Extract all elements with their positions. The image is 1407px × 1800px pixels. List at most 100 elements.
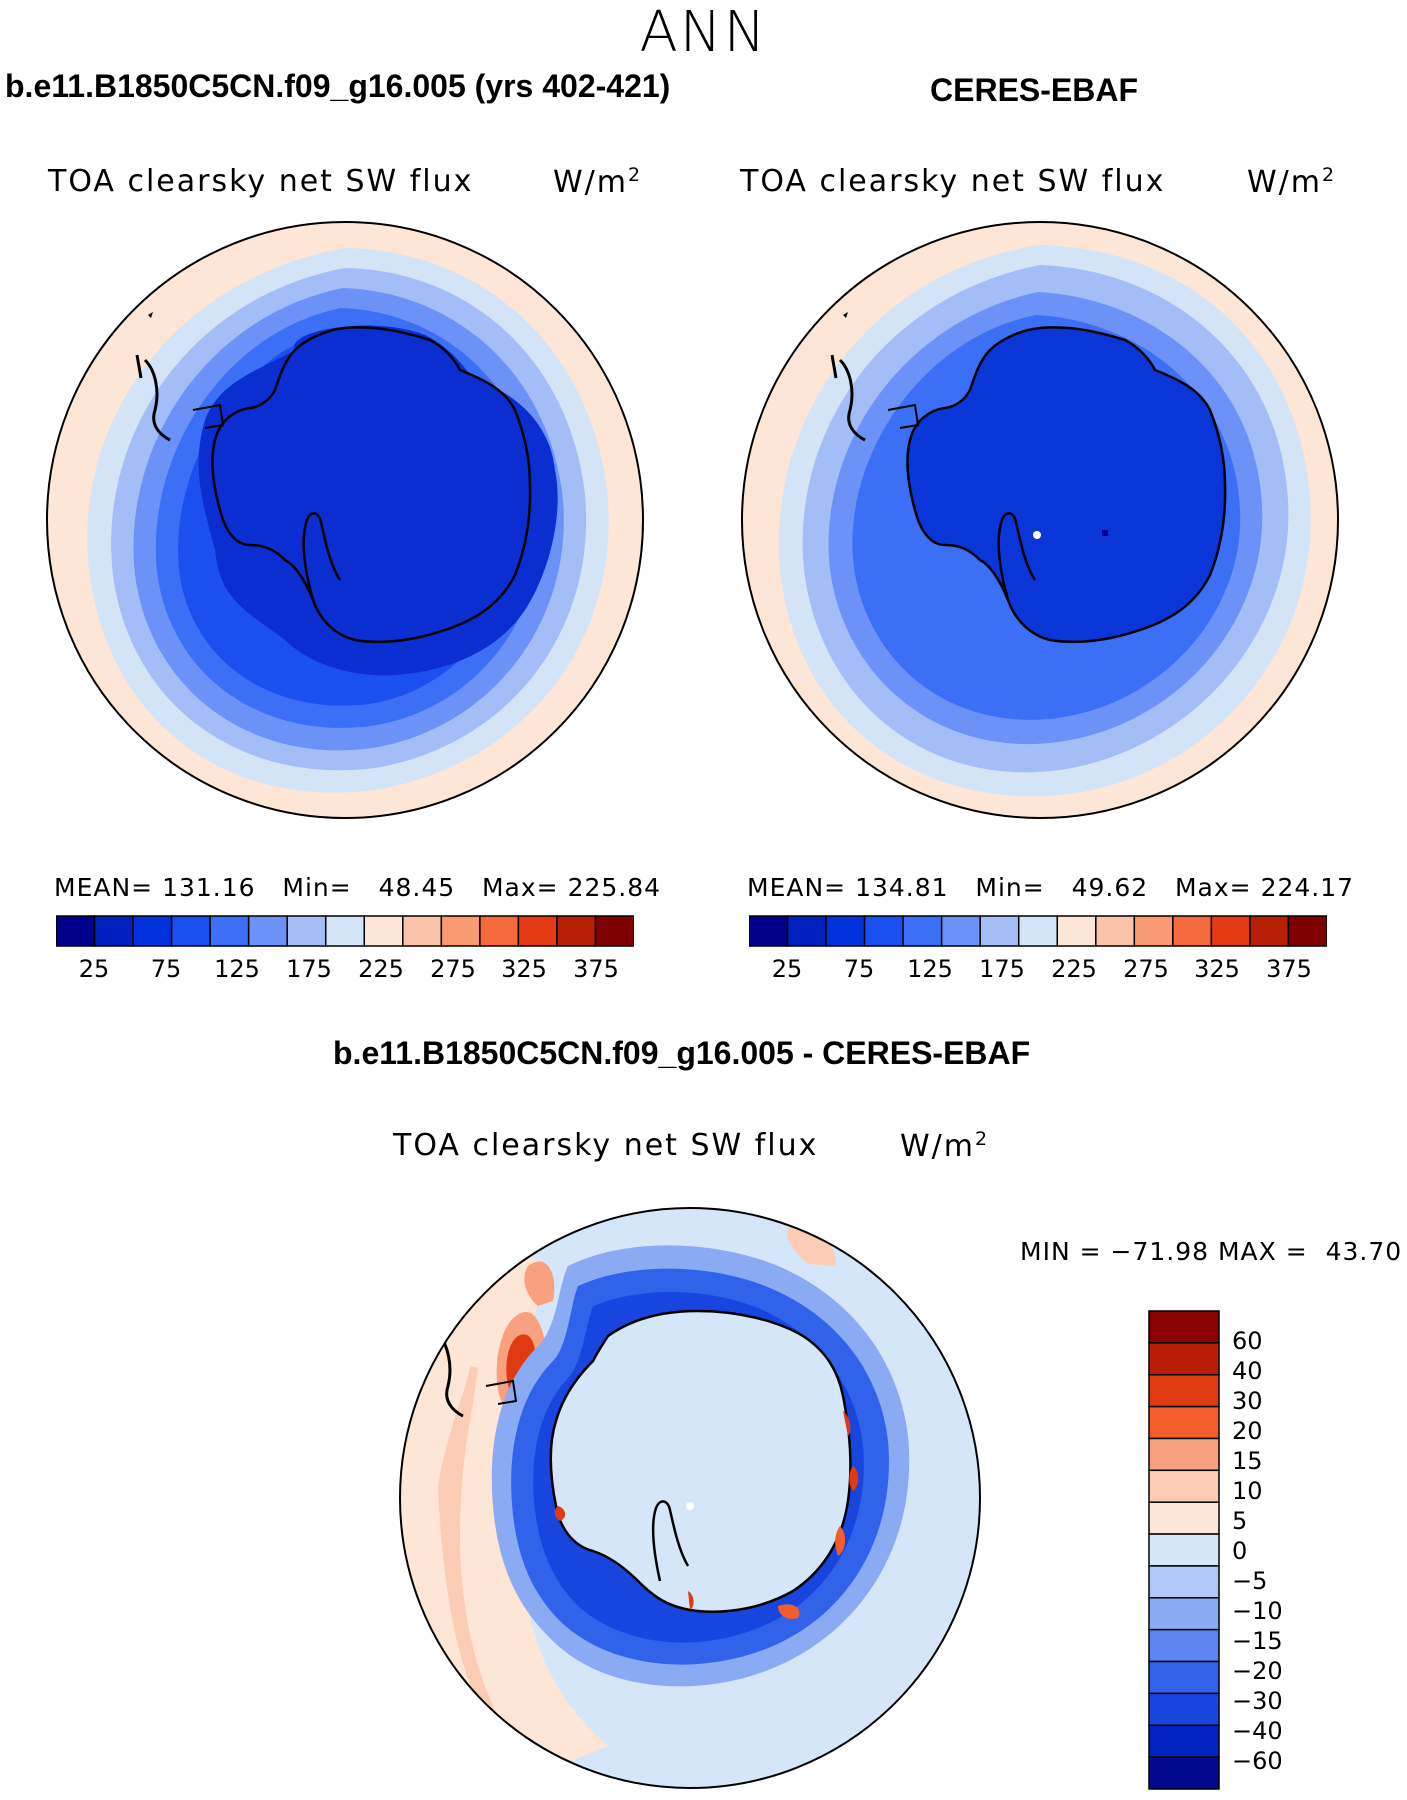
right-mean-value: 134.81 [855,873,949,902]
diff-cb-tick: 20 [1232,1417,1263,1445]
right-plot-title: TOA clearsky net SW flux [740,164,1166,199]
diff-cb-tick: 10 [1232,1477,1263,1505]
diff-cb-tick: −15 [1232,1627,1283,1655]
right-polar-map [741,221,1339,819]
right-cb-tick: 75 [843,955,875,983]
diff-colorbar-swatch [1148,1724,1220,1758]
left-units: W/m2 [553,164,643,200]
right-cb-tick: 125 [907,955,953,983]
left-cb-tick: 325 [501,955,547,983]
diff-units: W/m2 [900,1128,990,1164]
colorbar-swatch [56,915,96,947]
left-cb-tick: 75 [150,955,182,983]
left-colorbar-ticks: 25 75 125 175 225 275 325 375 [56,955,634,985]
left-polar-map [46,221,644,819]
season-title: ANN [639,0,768,65]
colorbar-swatch [440,915,481,947]
right-units: W/m2 [1247,164,1337,200]
diff-cb-tick: −40 [1232,1717,1283,1745]
diff-colorbar-swatch [1148,1660,1220,1695]
colorbar-swatch [93,915,134,947]
colorbar-swatch [786,915,827,947]
colorbar-swatch [902,915,943,947]
colorbar-swatch [940,915,981,947]
left-colorbar [56,915,634,947]
left-mean-value: 131.16 [162,873,256,902]
diff-cb-tick: −5 [1232,1567,1268,1595]
diff-colorbar-swatch [1148,1756,1220,1790]
diff-cb-tick: −10 [1232,1597,1283,1625]
model-case-header: b.e11.B1850C5CN.f09_g16.005 (yrs 402-421… [5,68,671,104]
colorbar-swatch [1287,915,1327,947]
diff-cb-tick: −30 [1232,1687,1283,1715]
right-stats: MEAN= 134.81 Min= 49.62 Max= 224.17 [747,873,1355,902]
colorbar-swatch [1095,915,1136,947]
colorbar-swatch [1017,915,1059,947]
right-max-value: 224.17 [1260,873,1355,902]
colorbar-swatch [979,915,1020,947]
colorbar-swatch [479,915,520,947]
diff-colorbar-swatch [1148,1533,1220,1567]
colorbar-swatch [1056,915,1097,947]
diff-colorbar-swatch [1148,1628,1220,1663]
left-max-value: 225.84 [567,873,662,902]
diff-cb-tick: 60 [1232,1327,1263,1355]
diff-colorbar-swatch [1148,1373,1220,1408]
colorbar-swatch [1210,915,1251,947]
right-colorbar [749,915,1327,947]
left-stats: MEAN= 131.16 Min= 48.45 Max= 225.84 [54,873,662,902]
diff-min-max: MIN = −71.98 MAX = 43.70 [1020,1237,1403,1266]
colorbar-swatch [324,915,366,947]
right-cb-tick: 175 [979,955,1025,983]
colorbar-swatch [1133,915,1174,947]
diff-colorbar-swatch [1148,1692,1220,1727]
left-cb-tick: 225 [358,955,404,983]
left-cb-tick: 375 [573,955,619,983]
difference-polar-map [399,1207,981,1789]
diff-cb-tick: −60 [1232,1747,1283,1775]
colorbar-swatch [286,915,327,947]
left-min-value: 48.45 [378,873,456,902]
diff-plot-title: TOA clearsky net SW flux [393,1128,819,1163]
diff-colorbar-swatch [1148,1565,1220,1599]
colorbar-swatch [170,915,211,947]
diff-cb-tick: 40 [1232,1357,1263,1385]
diff-colorbar-swatch [1148,1501,1220,1535]
diff-colorbar-swatch [1148,1405,1220,1440]
right-min-value: 49.62 [1071,873,1149,902]
colorbar-swatch [863,915,904,947]
colorbar-swatch [1172,915,1213,947]
colorbar-swatch [517,915,558,947]
colorbar-swatch [749,915,789,947]
diff-cb-tick: 15 [1232,1447,1263,1475]
colorbar-swatch [1249,915,1290,947]
colorbar-swatch [247,915,288,947]
colorbar-swatch [209,915,250,947]
difference-header: b.e11.B1850C5CN.f09_g16.005 - CERES-EBAF [333,1035,1031,1071]
diff-cb-tick: 5 [1232,1507,1248,1535]
diff-colorbar-swatch [1148,1437,1220,1472]
obs-header: CERES-EBAF [930,72,1139,108]
colorbar-swatch [402,915,443,947]
diff-colorbar-swatch [1148,1342,1220,1376]
right-cb-tick: 375 [1266,955,1312,983]
right-cb-tick: 225 [1051,955,1097,983]
right-cb-tick: 275 [1123,955,1169,983]
diff-colorbar-swatch [1148,1310,1220,1344]
diff-cb-tick: 0 [1232,1537,1248,1565]
diff-min-value: −71.98 [1110,1237,1210,1266]
diff-max-value: 43.70 [1325,1237,1403,1266]
colorbar-swatch [556,915,597,947]
left-cb-tick: 25 [78,955,110,983]
diff-cb-tick: 30 [1232,1387,1263,1415]
right-cb-tick: 325 [1194,955,1240,983]
colorbar-swatch [825,915,866,947]
left-cb-tick: 175 [286,955,332,983]
colorbar-swatch [132,915,173,947]
diff-colorbar-swatch [1148,1469,1220,1503]
diff-colorbar-ticks: 60 40 30 20 15 10 5 0 −5 −10 −15 −20 −30… [1232,1327,1312,1777]
left-cb-tick: 125 [214,955,260,983]
colorbar-swatch [363,915,404,947]
diff-cb-tick: −20 [1232,1657,1283,1685]
diff-colorbar-swatch [1148,1597,1220,1631]
